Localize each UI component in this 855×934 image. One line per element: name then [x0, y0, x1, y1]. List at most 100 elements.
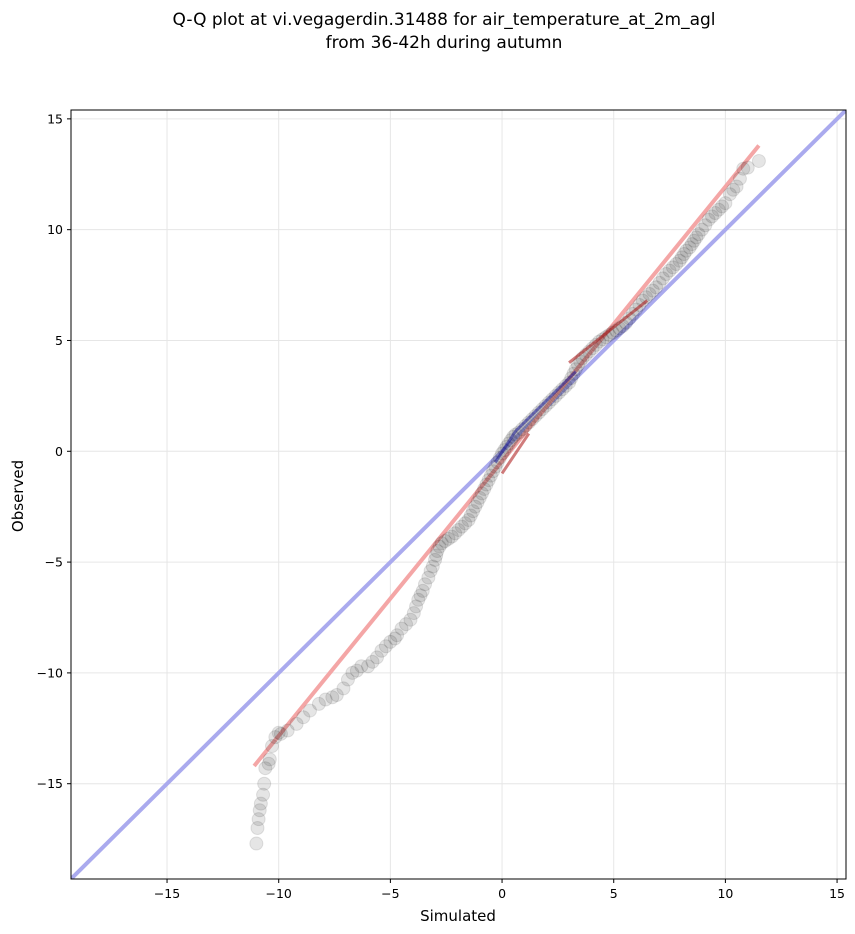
data-point-154: [751, 153, 766, 168]
data-point-128: [662, 263, 677, 278]
data-point-153: [740, 160, 755, 175]
data-point-2: [251, 812, 266, 827]
data-point-140: [694, 222, 709, 237]
y-axis-ticks: −15 −10 −5 0 5 10 15: [37, 111, 71, 791]
x-tick-label-3: 0: [498, 886, 506, 901]
data-point-21: [329, 688, 344, 703]
data-point-37: [403, 612, 418, 627]
data-point-135: [682, 240, 697, 255]
data-point-47: [428, 552, 443, 567]
data-point-40: [411, 592, 426, 607]
data-point-26: [354, 659, 369, 674]
data-point-25: [349, 663, 364, 678]
data-point-142: [701, 212, 716, 227]
identity-reference-line: [71, 110, 846, 879]
data-point-123: [645, 283, 660, 298]
chart-title-line-1: Q-Q plot at vi.vegagerdin.31488 for air_…: [172, 10, 715, 30]
data-point-68: [481, 473, 496, 488]
data-point-3: [252, 803, 267, 818]
data-point-137: [687, 233, 702, 248]
y-axis-label: Observed: [9, 460, 27, 532]
data-point-18: [311, 696, 326, 711]
x-tick-label-4: 5: [610, 886, 618, 901]
central-segment-1: [514, 370, 577, 433]
data-point-6: [257, 776, 272, 791]
data-point-33: [387, 631, 402, 646]
data-point-65: [474, 486, 489, 501]
data-point-4: [253, 796, 268, 811]
data-point-61: [466, 504, 481, 519]
data-point-53: [441, 531, 456, 546]
data-point-130: [669, 257, 684, 272]
data-point-20: [325, 690, 340, 705]
x-tick-label-2: −5: [381, 886, 399, 901]
y-tick-label-5: 10: [47, 222, 63, 237]
data-point-8: [261, 756, 276, 771]
plot-frame: [70, 109, 847, 880]
data-point-16: [296, 710, 311, 725]
chart-title-line-2: from 36-42h during autumn: [326, 33, 563, 53]
data-point-146: [715, 199, 730, 214]
y-tick-label-1: −10: [37, 665, 63, 680]
data-point-147: [718, 196, 733, 211]
data-point-54: [444, 529, 459, 544]
data-point-69: [483, 468, 498, 483]
data-point-14: [280, 723, 295, 738]
data-point-62: [468, 499, 483, 514]
data-point-72: [490, 455, 505, 470]
data-point-41: [413, 588, 428, 603]
data-point-36: [399, 617, 414, 632]
data-point-124: [649, 280, 664, 295]
data-point-150: [729, 179, 744, 194]
data-point-99: [568, 362, 583, 377]
data-point-34: [390, 628, 405, 643]
data-point-19: [318, 692, 333, 707]
data-point-107: [592, 334, 607, 349]
data-point-44: [421, 570, 436, 585]
data-point-149: [726, 182, 741, 197]
data-point-15: [289, 716, 304, 731]
data-point-27: [361, 659, 376, 674]
data-point-31: [378, 639, 393, 654]
data-point-1: [250, 821, 265, 836]
data-point-45: [423, 563, 438, 578]
data-point-52: [438, 534, 453, 549]
data-point-10: [265, 739, 280, 754]
data-point-143: [704, 209, 719, 224]
data-point-138: [689, 230, 704, 245]
data-point-121: [639, 290, 654, 305]
data-point-22: [336, 681, 351, 696]
data-point-28: [365, 654, 380, 669]
y-tick-label-4: 5: [55, 333, 63, 348]
data-point-35: [394, 621, 409, 636]
data-point-46: [425, 559, 440, 574]
data-point-48: [429, 548, 444, 563]
x-axis-ticks: −15 −10 −5 0 5 10 15: [154, 879, 845, 901]
data-point-64: [472, 490, 487, 505]
data-point-51: [434, 536, 449, 551]
fit-line: [252, 144, 761, 768]
data-point-152: [736, 161, 751, 176]
data-point-49: [430, 544, 445, 559]
central-segments: [494, 299, 649, 475]
data-point-58: [458, 516, 473, 531]
y-tick-label-2: −5: [45, 555, 63, 570]
central-segment-2: [500, 432, 531, 475]
data-point-42: [415, 583, 430, 598]
data-point-63: [470, 495, 485, 510]
central-segment-3: [568, 299, 649, 364]
y-tick-label-0: −15: [37, 776, 63, 791]
data-point-57: [454, 519, 469, 534]
data-point-100: [570, 357, 585, 372]
central-segment-0: [494, 430, 517, 464]
data-point-38: [406, 606, 421, 621]
x-axis-label: Simulated: [420, 907, 496, 925]
data-point-66: [477, 481, 492, 496]
data-point-7: [258, 761, 273, 776]
data-point-141: [698, 218, 713, 233]
data-point-131: [672, 253, 687, 268]
data-point-5: [256, 787, 271, 802]
data-point-136: [684, 237, 699, 252]
data-point-70: [486, 464, 501, 479]
